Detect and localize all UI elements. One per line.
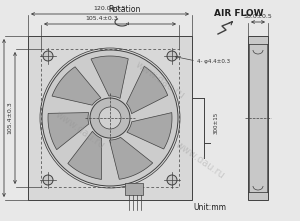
Circle shape — [43, 51, 53, 61]
Circle shape — [43, 175, 53, 185]
Bar — [248, 36, 268, 200]
Text: www.dau.ru: www.dau.ru — [134, 59, 187, 101]
Text: 38.0±0.5: 38.0±0.5 — [244, 14, 272, 19]
Text: 4- φ4.4±0.3: 4- φ4.4±0.3 — [197, 59, 230, 63]
Text: Rotation: Rotation — [108, 6, 140, 15]
Text: AIR FLOW: AIR FLOW — [214, 10, 263, 19]
Polygon shape — [52, 67, 101, 105]
Text: www.dau.ru: www.dau.ru — [173, 139, 226, 181]
Polygon shape — [48, 112, 89, 150]
Polygon shape — [91, 56, 128, 98]
Circle shape — [90, 98, 130, 138]
Text: www.dau.ru: www.dau.ru — [53, 109, 106, 151]
Text: Unit:mm: Unit:mm — [194, 202, 226, 211]
Bar — [28, 36, 192, 200]
Text: 300±15: 300±15 — [214, 112, 219, 134]
Text: 105.4±0.3: 105.4±0.3 — [85, 16, 118, 21]
Text: 120.0±0.5: 120.0±0.5 — [94, 6, 126, 11]
Polygon shape — [68, 131, 101, 179]
Circle shape — [167, 175, 177, 185]
Text: 120.0±0.5: 120.0±0.5 — [0, 102, 1, 134]
Circle shape — [167, 51, 177, 61]
Text: 105.4±0.3: 105.4±0.3 — [7, 102, 12, 134]
Polygon shape — [110, 137, 153, 179]
Circle shape — [42, 50, 178, 186]
Bar — [41, 49, 179, 187]
Polygon shape — [127, 112, 172, 149]
Bar — [125, 183, 143, 195]
Circle shape — [99, 107, 121, 129]
Polygon shape — [127, 66, 168, 114]
